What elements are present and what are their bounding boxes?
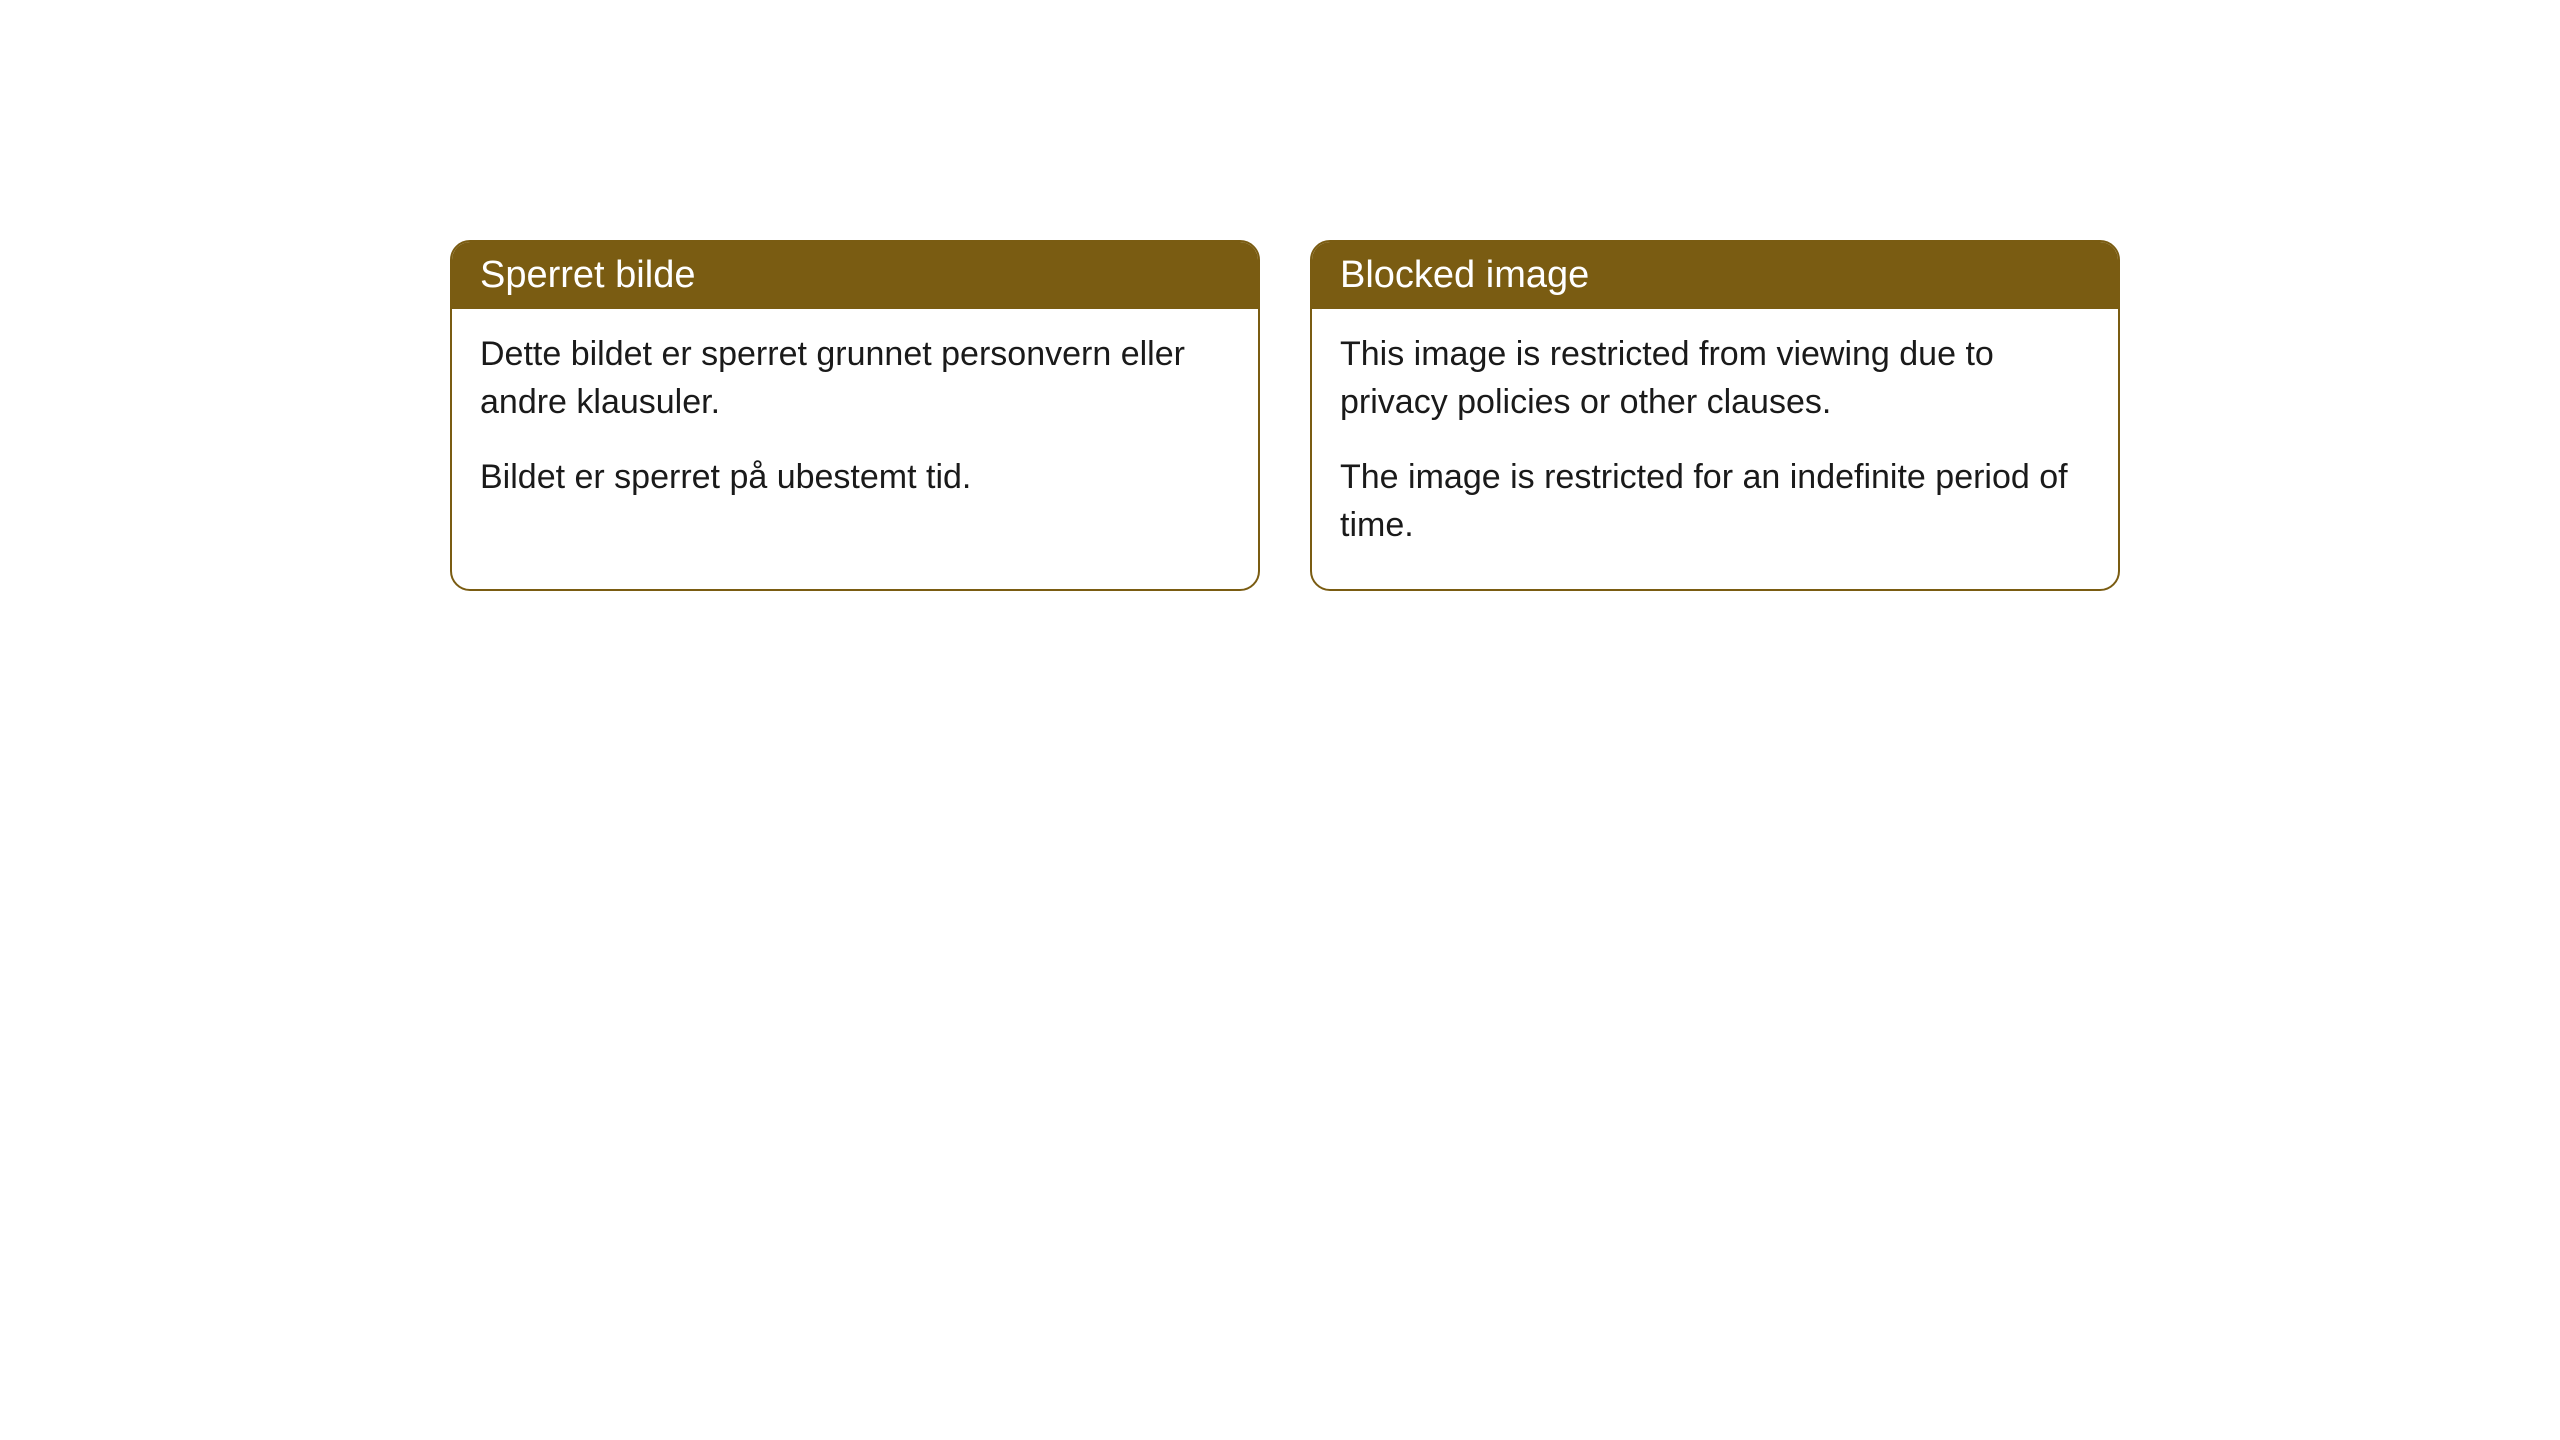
card-title: Sperret bilde xyxy=(480,254,695,296)
card-paragraph: Bildet er sperret på ubestemt tid. xyxy=(480,454,1230,502)
card-header: Sperret bilde xyxy=(452,242,1258,309)
blocked-image-card-en: Blocked image This image is restricted f… xyxy=(1310,240,2120,591)
card-paragraph: The image is restricted for an indefinit… xyxy=(1340,454,2090,549)
card-body: This image is restricted from viewing du… xyxy=(1312,309,2118,589)
card-header: Blocked image xyxy=(1312,242,2118,309)
card-paragraph: Dette bildet er sperret grunnet personve… xyxy=(480,331,1230,426)
card-container: Sperret bilde Dette bildet er sperret gr… xyxy=(0,0,2560,591)
card-title: Blocked image xyxy=(1340,254,1589,296)
blocked-image-card-no: Sperret bilde Dette bildet er sperret gr… xyxy=(450,240,1260,591)
card-paragraph: This image is restricted from viewing du… xyxy=(1340,331,2090,426)
card-body: Dette bildet er sperret grunnet personve… xyxy=(452,309,1258,542)
